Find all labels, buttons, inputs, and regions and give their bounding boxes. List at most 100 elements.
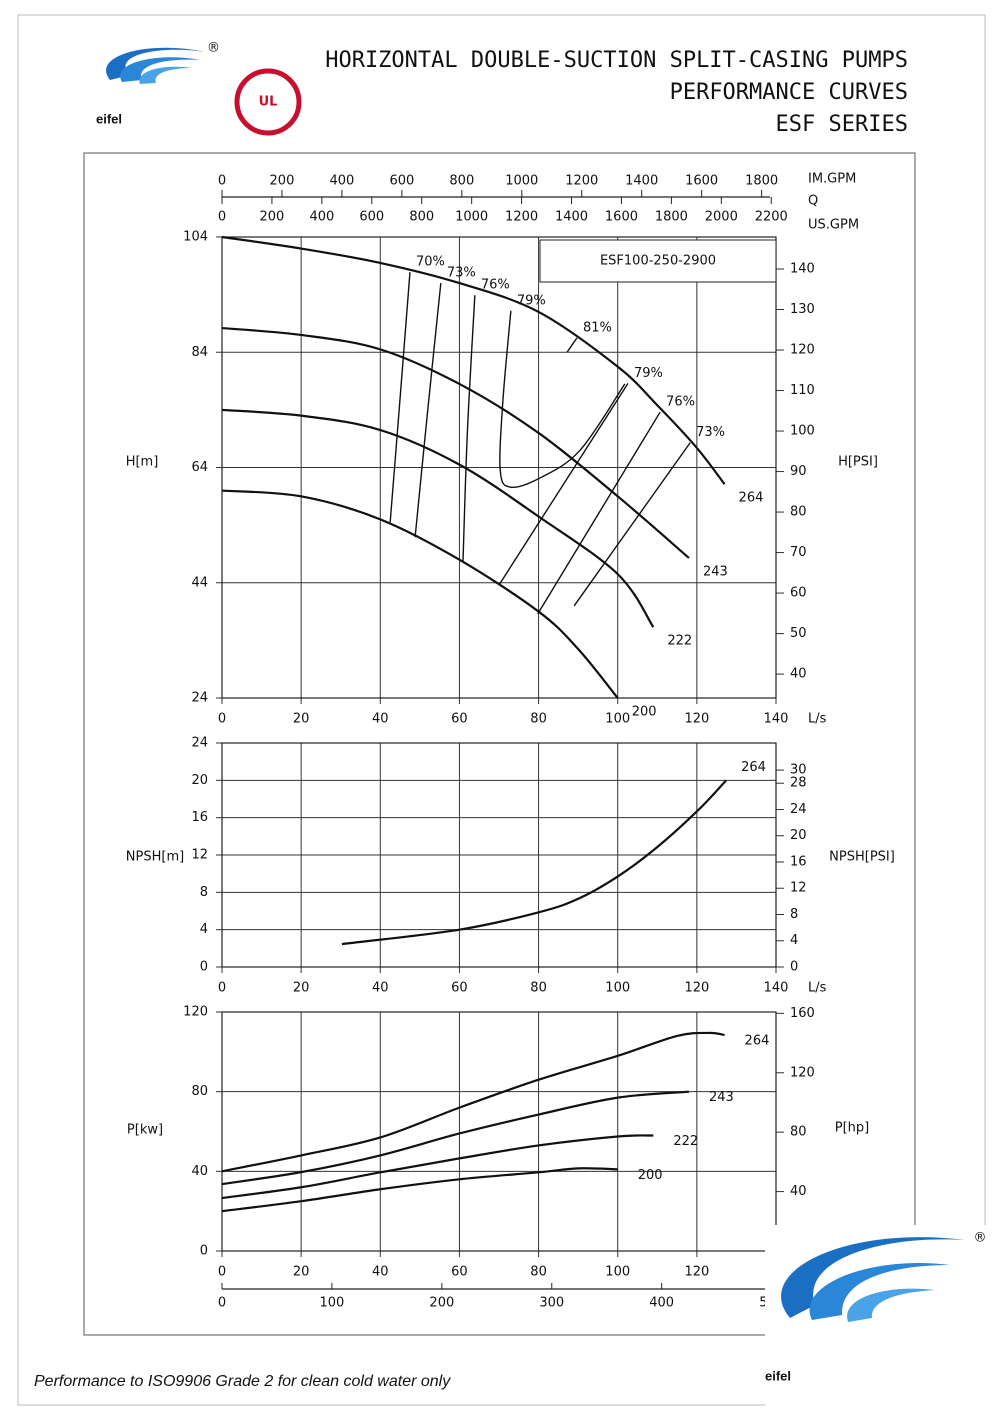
efficiency-label: 70% xyxy=(416,255,445,270)
x-tick-label: 140 xyxy=(764,981,789,996)
page-border xyxy=(17,14,986,1406)
model-box xyxy=(539,239,777,283)
top-tick-label: 1800 xyxy=(745,174,778,189)
efficiency-line xyxy=(389,272,411,523)
top-tick-label: 400 xyxy=(309,210,334,225)
x-axis-label: L/s xyxy=(808,981,827,996)
y-axis-label: NPSH[m] xyxy=(126,850,184,865)
top-tick-label: 1000 xyxy=(455,210,488,225)
y-tick-label: 84 xyxy=(191,345,208,360)
curve-label: 222 xyxy=(673,1134,698,1149)
y2-tick-label: 140 xyxy=(790,262,815,277)
top-tick-label: 2000 xyxy=(705,210,738,225)
efficiency-label: 79% xyxy=(634,366,663,381)
logo-swoosh xyxy=(139,66,192,84)
plot-frame xyxy=(221,1011,777,1252)
logo-swoosh xyxy=(120,57,200,82)
efficiency-label: 76% xyxy=(666,395,695,410)
header-title: HORIZONTAL DOUBLE-SUCTION SPLIT-CASING P… xyxy=(325,48,908,73)
curve-label: 264 xyxy=(741,760,766,775)
top-axes-title: Q xyxy=(808,194,818,209)
efficiency-line xyxy=(499,310,626,489)
curve-label: 264 xyxy=(745,1033,770,1048)
x-tick-label: 40 xyxy=(372,1265,389,1280)
y-tick-label: 80 xyxy=(191,1084,208,1099)
curve-label: 264 xyxy=(739,491,764,506)
y2-axis-label: NPSH[PSI] xyxy=(829,850,895,865)
corner-logo: eifel ® xyxy=(765,1225,1000,1415)
top-tick-label: 600 xyxy=(359,210,384,225)
curve-label: 222 xyxy=(667,634,692,649)
footer-note: Performance to ISO9906 Grade 2 for clean… xyxy=(34,1373,451,1390)
curve xyxy=(221,489,619,699)
top-tick-label: 0 xyxy=(218,174,226,189)
x2-tick-label: 200 xyxy=(429,1296,454,1311)
x-tick-label: 140 xyxy=(764,712,789,727)
y2-tick-label: 16 xyxy=(790,854,807,869)
logo-registered: ® xyxy=(974,1231,987,1246)
efficiency-line xyxy=(462,295,476,563)
x-tick-label: 40 xyxy=(372,712,389,727)
y-tick-label: 8 xyxy=(200,885,208,900)
header-logo: eifel ® UL xyxy=(96,41,302,136)
top-tick-label: 600 xyxy=(389,174,414,189)
curve xyxy=(221,1090,690,1186)
top-tick-label: 400 xyxy=(329,174,354,189)
top-tick-label: 1600 xyxy=(685,174,718,189)
top-tick-label: 800 xyxy=(409,210,434,225)
curve-label: 200 xyxy=(638,1168,663,1183)
efficiency-line xyxy=(573,442,691,607)
y2-axis-label: P[hp] xyxy=(835,1121,869,1136)
y-axis-label: P[kw] xyxy=(127,1123,163,1138)
y2-tick-label: 0 xyxy=(790,960,798,975)
logo-swoosh xyxy=(809,1263,950,1320)
x-tick-label: 20 xyxy=(293,712,310,727)
header-title: ESF SERIES xyxy=(776,112,908,137)
x-tick-label: 100 xyxy=(605,981,630,996)
efficiency-label: 76% xyxy=(481,278,510,293)
x-tick-label: 80 xyxy=(530,981,547,996)
y2-tick-label: 80 xyxy=(790,1125,807,1140)
curve xyxy=(221,235,726,485)
top-tick-label: 800 xyxy=(449,174,474,189)
y-tick-label: 16 xyxy=(191,810,208,825)
y2-tick-label: 60 xyxy=(790,586,807,601)
top-tick-label: 200 xyxy=(270,174,295,189)
curve xyxy=(221,326,690,559)
curve xyxy=(221,1031,725,1173)
logo-swoosh xyxy=(847,1288,935,1322)
y2-tick-label: 160 xyxy=(790,1006,815,1021)
logo-swoosh xyxy=(106,47,205,80)
y2-tick-label: 40 xyxy=(790,1184,807,1199)
y-tick-label: 20 xyxy=(191,773,208,788)
x2-tick-label: 0 xyxy=(218,1296,226,1311)
charts: 0 20 40 60 80 100 120 1402444648410440506070809… xyxy=(126,172,895,1311)
curve xyxy=(221,1134,654,1200)
chart-title: ESF100-250-2900 xyxy=(600,254,716,269)
y-tick-label: 12 xyxy=(191,848,208,863)
header-title: PERFORMANCE CURVES xyxy=(670,80,908,105)
x-tick-label: 60 xyxy=(451,712,468,727)
y2-tick-label: 20 xyxy=(790,828,807,843)
y2-tick-label: 8 xyxy=(790,907,798,922)
chart-frame xyxy=(83,152,916,1336)
logo-background xyxy=(765,1225,1000,1415)
top-tick-label: 200 xyxy=(260,210,285,225)
ul-circle xyxy=(234,68,302,136)
y-tick-label: 24 xyxy=(191,736,208,751)
efficiency-label: 79% xyxy=(517,293,546,308)
curve-label: 200 xyxy=(632,705,657,720)
y2-tick-label: 50 xyxy=(790,626,807,641)
y2-tick-label: 120 xyxy=(790,343,815,358)
top-tick-label: 1800 xyxy=(655,210,688,225)
x-tick-label: 0 xyxy=(218,1265,226,1280)
y-tick-label: 44 xyxy=(191,575,208,590)
efficiency-label: 81% xyxy=(583,320,612,335)
x-tick-label: 60 xyxy=(451,1265,468,1280)
top-tick-label: 1000 xyxy=(505,174,538,189)
y-tick-label: 104 xyxy=(183,230,208,245)
x-tick-label: 80 xyxy=(530,1265,547,1280)
y-axis-label: H[m] xyxy=(126,455,159,470)
y2-tick-label: 70 xyxy=(790,545,807,560)
